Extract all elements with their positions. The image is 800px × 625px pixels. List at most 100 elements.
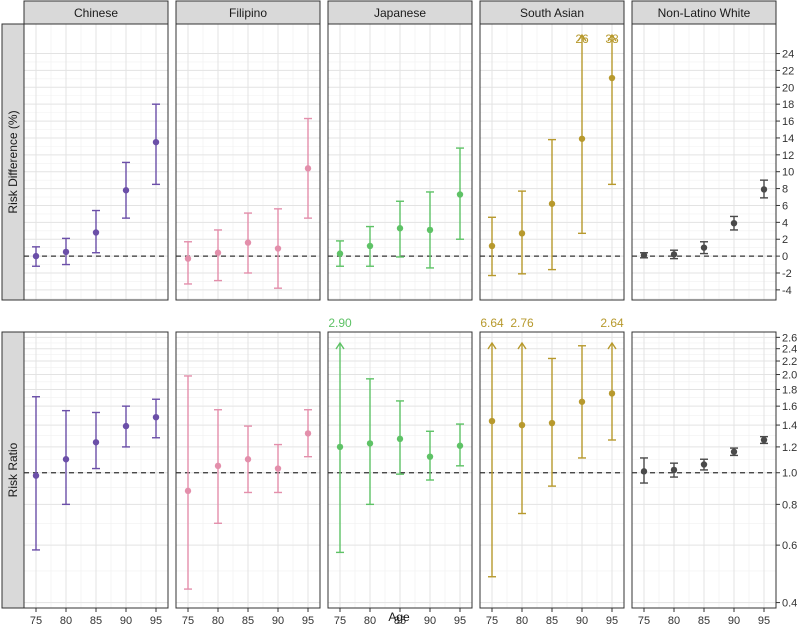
point-estimate <box>184 255 192 262</box>
point-estimate <box>456 442 464 449</box>
clip-label: 2.76 <box>510 316 534 330</box>
x-tick-label: 75 <box>334 615 346 625</box>
y-tick-label: 2.6 <box>782 332 797 344</box>
point-estimate <box>760 436 768 444</box>
x-tick-label: 85 <box>90 615 102 625</box>
clip-label: 2.90 <box>328 316 352 330</box>
y-tick-label: -4 <box>782 285 792 297</box>
x-tick-label: 80 <box>60 615 72 625</box>
point-estimate <box>336 250 344 257</box>
y-tick-label: 16 <box>782 116 794 128</box>
y-tick-label: 0 <box>782 251 788 263</box>
point-estimate <box>152 413 160 421</box>
point-estimate <box>32 252 40 260</box>
x-tick-label: 75 <box>486 615 498 625</box>
point-estimate <box>62 248 70 256</box>
panel-border <box>327 23 473 301</box>
y-tick-label: 12 <box>782 150 794 162</box>
point-estimate <box>730 448 738 455</box>
x-tick-label: 90 <box>576 615 588 625</box>
panel-border <box>479 23 625 301</box>
x-tick-label: 80 <box>364 615 376 625</box>
y-tick-label: -2 <box>782 268 792 280</box>
point-estimate <box>62 456 70 463</box>
gridlines <box>632 332 776 608</box>
y-tick-label: 2.0 <box>782 370 797 382</box>
y-tick-label: 4 <box>782 217 788 229</box>
x-tick-label: 90 <box>120 615 132 625</box>
clip-label: 26 <box>575 32 589 46</box>
x-tick-label: 75 <box>638 615 650 625</box>
facet-strip-label: Chinese <box>74 6 118 20</box>
point-estimate <box>608 390 616 397</box>
point-estimate <box>670 466 678 474</box>
point-estimate <box>274 245 282 252</box>
point-estimate <box>518 230 526 237</box>
point-estimate <box>304 165 312 172</box>
x-tick-label: 75 <box>30 615 42 625</box>
point-estimate <box>730 219 738 227</box>
point-estimate <box>304 430 312 437</box>
x-tick-label: 95 <box>150 615 162 625</box>
point-estimate <box>184 487 192 495</box>
x-tick-label: 95 <box>454 615 466 625</box>
point-estimate <box>518 421 526 429</box>
x-tick-label: 95 <box>302 615 314 625</box>
facet-strip-label: Non-Latino White <box>658 6 751 20</box>
x-tick-label: 95 <box>758 615 770 625</box>
x-tick-label: 85 <box>394 615 406 625</box>
point-estimate <box>396 435 404 443</box>
point-estimate <box>32 472 40 479</box>
panel-border <box>631 23 777 301</box>
point-estimate <box>122 187 130 194</box>
facet-strip-label: South Asian <box>520 6 584 20</box>
x-tick-label: 85 <box>698 615 710 625</box>
point-estimate <box>366 242 374 250</box>
y-tick-label: 14 <box>782 133 794 145</box>
point-estimate <box>274 465 282 472</box>
clip-label: 38 <box>605 32 619 46</box>
clip-arrow <box>335 341 345 350</box>
x-tick-label: 85 <box>546 615 558 625</box>
panel-border <box>23 23 169 301</box>
point-estimate <box>548 200 556 207</box>
clip-label: 2.64 <box>600 316 624 330</box>
point-estimate <box>456 191 464 198</box>
panel-border <box>175 23 321 301</box>
point-estimate <box>244 239 252 246</box>
x-tick-label: 80 <box>212 615 224 625</box>
point-estimate <box>578 398 586 405</box>
x-tick-label: 90 <box>424 615 436 625</box>
x-tick-label: 90 <box>272 615 284 625</box>
point-estimate <box>92 229 100 236</box>
point-estimate <box>152 138 160 146</box>
y-tick-label: 1.0 <box>782 468 797 480</box>
y-tick-label: 10 <box>782 167 794 179</box>
y-tick-label: 1.2 <box>782 442 797 454</box>
point-estimate <box>214 249 222 256</box>
y-tick-label: 1.4 <box>782 420 797 432</box>
point-estimate <box>488 242 496 250</box>
y-tick-label: 24 <box>782 49 794 61</box>
point-estimate <box>760 186 768 193</box>
clip-arrow <box>607 33 617 42</box>
facet-strip-label: Filipino <box>229 6 267 20</box>
point-estimate <box>426 453 434 460</box>
x-tick-label: 80 <box>668 615 680 625</box>
x-tick-label: 75 <box>182 615 194 625</box>
point-estimate <box>92 439 100 446</box>
clip-arrow <box>607 341 617 350</box>
y-tick-label: 2.4 <box>782 344 797 356</box>
point-estimate <box>578 135 586 142</box>
y-tick-label: 20 <box>782 82 794 94</box>
y-tick-label: 0.6 <box>782 540 797 552</box>
point-estimate <box>244 456 252 463</box>
y-tick-label: 18 <box>782 99 794 111</box>
y-tick-label: 8 <box>782 184 788 196</box>
y-tick-label: 6 <box>782 200 788 212</box>
point-estimate <box>426 226 434 234</box>
x-tick-label: 95 <box>606 615 618 625</box>
clip-arrow <box>577 33 587 42</box>
y-tick-label: 0.4 <box>782 598 797 610</box>
